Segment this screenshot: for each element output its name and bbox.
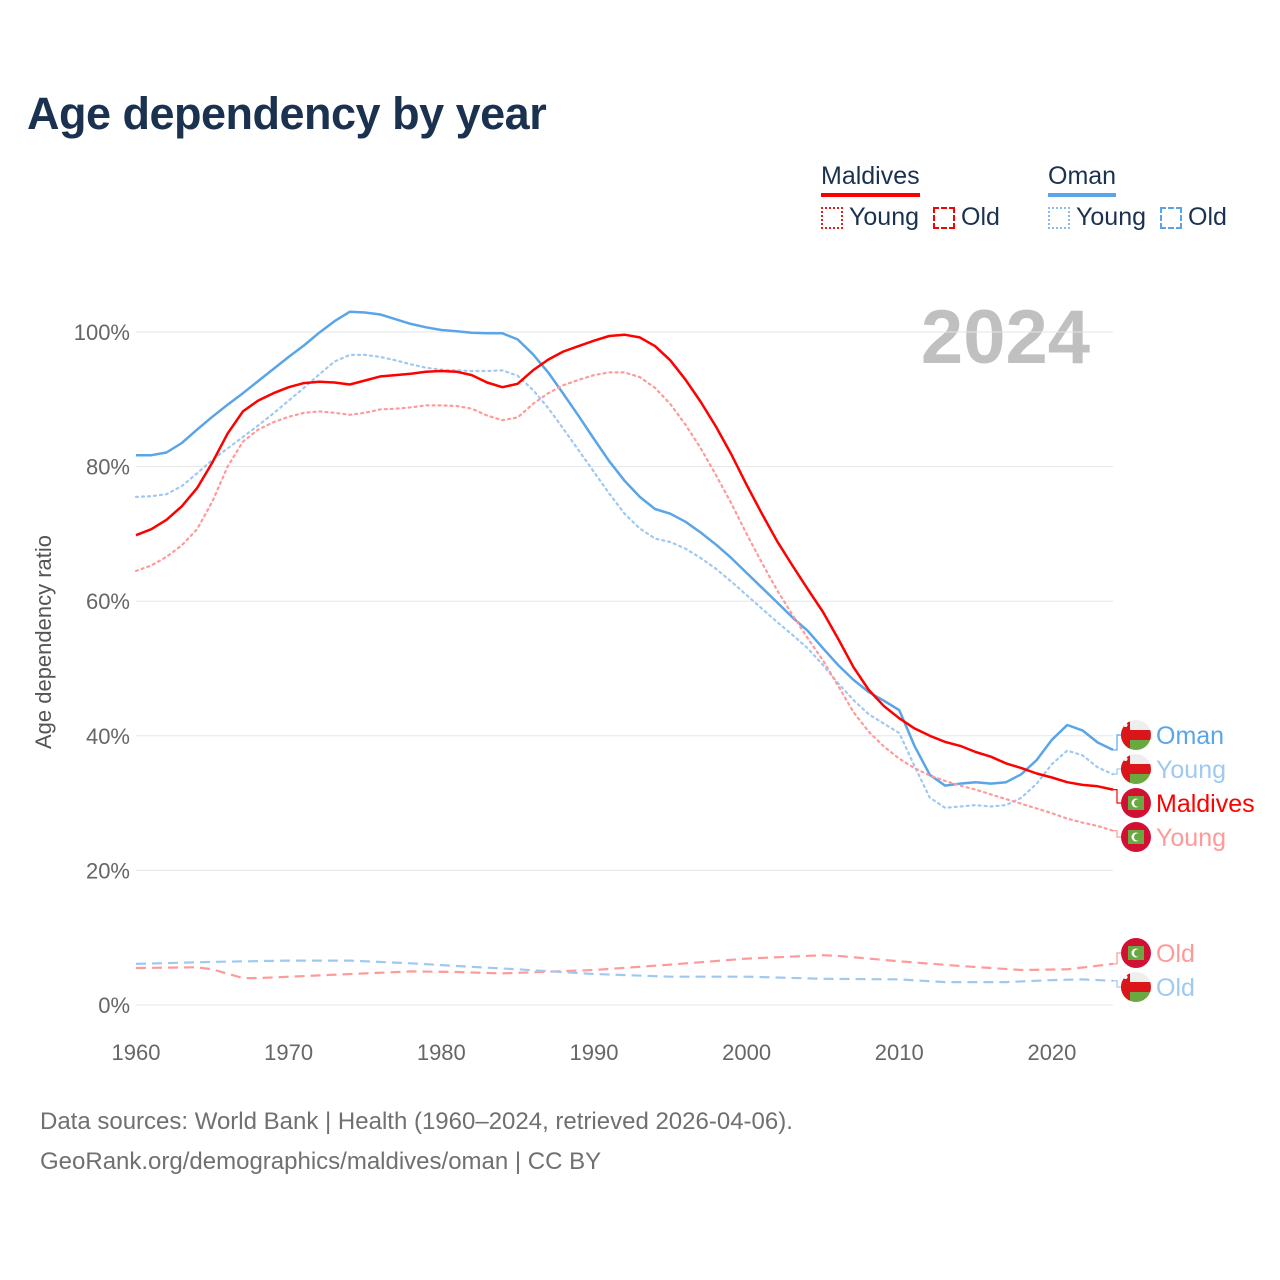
legend-maldives-header[interactable]: Maldives	[821, 162, 920, 197]
legend-maldives[interactable]: Maldives Young Old	[821, 162, 1000, 232]
maldives-flag-icon	[1121, 938, 1151, 968]
y-tick-label: 80%	[86, 455, 130, 480]
dashed-swatch-icon	[933, 206, 955, 229]
series-end-label: Old	[1156, 940, 1195, 968]
x-tick-label: 2020	[1027, 1040, 1076, 1065]
maldives-flag-icon	[1121, 822, 1151, 852]
label-connector	[1113, 830, 1122, 838]
y-tick-label: 20%	[86, 858, 130, 883]
series-end-label: Maldives	[1156, 790, 1255, 818]
oman-flag-icon	[1121, 754, 1151, 784]
label-connector	[1113, 734, 1122, 751]
legend-oman-old[interactable]: Old	[1160, 203, 1227, 232]
y-axis-label: Age dependency ratio	[31, 535, 56, 749]
legend-oman[interactable]: Oman Young Old	[1048, 162, 1227, 232]
legend-maldives-young[interactable]: Young	[821, 203, 919, 232]
legend-label: Young	[849, 203, 919, 231]
legend-label: Old	[1188, 203, 1227, 231]
chart-title: Age dependency by year	[27, 88, 547, 139]
y-tick-label: 60%	[86, 589, 130, 614]
x-tick-label: 1970	[264, 1040, 313, 1065]
legend-maldives-old[interactable]: Old	[933, 203, 1000, 232]
year-watermark: 2024	[921, 295, 1090, 380]
label-connector	[1113, 789, 1122, 804]
oman-flag-icon	[1121, 720, 1151, 750]
legend-oman-header[interactable]: Oman	[1048, 162, 1117, 197]
x-tick-label: 2000	[722, 1040, 771, 1065]
series-end-label: Young	[1156, 756, 1226, 784]
series-end-label: Oman	[1156, 722, 1224, 750]
series-line-oman-young[interactable]	[134, 353, 1115, 809]
legend-label: Young	[1076, 203, 1146, 231]
dotted-swatch-icon	[1048, 206, 1070, 229]
footer-link[interactable]: GeoRank.org/demographics/maldives/oman |…	[40, 1148, 602, 1175]
series-end-label: Old	[1156, 974, 1195, 1002]
maldives-flag-icon	[1121, 788, 1151, 818]
x-tick-label: 1960	[112, 1040, 161, 1065]
legend-label: Old	[961, 203, 1000, 231]
label-connector	[1113, 980, 1122, 988]
series-end-label: Young	[1156, 824, 1226, 852]
series-line-maldives-young[interactable]	[134, 371, 1115, 832]
series-line-maldives[interactable]	[135, 333, 1114, 791]
dashed-swatch-icon	[1160, 206, 1182, 229]
label-connector	[1113, 768, 1122, 775]
y-tick-label: 0%	[98, 993, 130, 1018]
dotted-swatch-icon	[821, 206, 843, 229]
label-connector	[1113, 952, 1122, 965]
y-tick-label: 100%	[74, 320, 130, 345]
y-tick-label: 40%	[86, 724, 130, 749]
series-line-oman-old[interactable]	[135, 959, 1114, 984]
x-tick-label: 2010	[875, 1040, 924, 1065]
x-tick-label: 1990	[569, 1040, 618, 1065]
oman-flag-icon	[1121, 972, 1151, 1002]
series-line-oman[interactable]	[136, 310, 1114, 787]
x-tick-label: 1980	[417, 1040, 466, 1065]
legend-oman-young[interactable]: Young	[1048, 203, 1146, 232]
footer-sources: Data sources: World Bank | Health (1960–…	[40, 1108, 793, 1135]
